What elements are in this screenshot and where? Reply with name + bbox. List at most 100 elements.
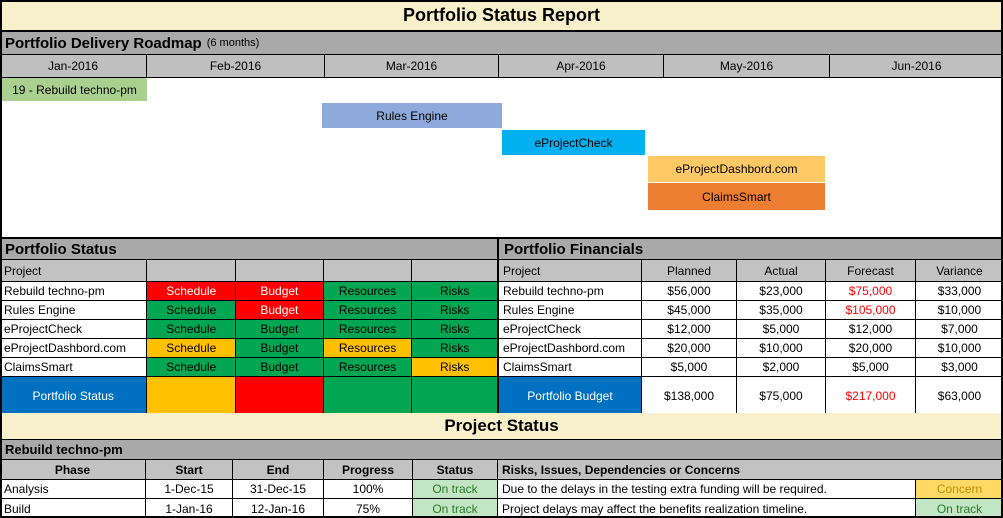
end-date-cell: 31-Dec-15: [233, 480, 324, 498]
status-badge: On track: [413, 480, 498, 498]
planned-value-cell: $5,000: [642, 358, 737, 376]
column-header-project: Project: [499, 260, 642, 281]
month-header-cell: Feb-2016: [147, 55, 325, 77]
schedule-status-cell: Schedule: [147, 320, 237, 338]
financials-row: ClaimsSmart $5,000 $2,000 $5,000 $3,000: [499, 358, 1003, 377]
variance-value-cell: $3,000: [941, 360, 978, 374]
resources-status-cell: Resources: [323, 339, 413, 357]
project-status-title: Project Status: [0, 413, 1003, 440]
flag-badge: Concern: [916, 480, 1003, 498]
forecast-value-cell: $75,000: [826, 282, 916, 300]
schedule-status-cell: Schedule: [147, 282, 237, 300]
resources-status-cell: Resources: [323, 282, 413, 300]
resources-status-cell: Resources: [323, 301, 413, 319]
column-header-end: End: [233, 460, 324, 479]
risk-note-cell: Due to the delays in the testing extra f…: [498, 480, 916, 498]
total-forecast-cell: $217,000: [826, 377, 916, 415]
month-header-cell: Jun-2016: [830, 55, 1003, 77]
budget-status-cell: Budget: [236, 358, 324, 376]
portfolio-financials-table: Portfolio Financials Project Planned Act…: [499, 237, 1003, 415]
project-name-cell: Rebuild techno-pm: [0, 282, 148, 300]
forecast-value-cell: $105,000: [826, 301, 916, 319]
planned-value-cell: $45,000: [642, 301, 737, 319]
roadmap-subtitle: (6 months): [206, 37, 260, 49]
variance-value-cell: $7,000: [941, 322, 978, 336]
overall-risks-cell: [412, 377, 497, 415]
portfolio-status-row: Rebuild techno-pm Schedule Budget Resour…: [0, 282, 497, 301]
overall-schedule-cell: [147, 377, 237, 415]
budget-status-cell: Budget: [236, 301, 324, 319]
empty-header-cell: [147, 260, 237, 281]
end-date-cell: 12-Jan-16: [233, 499, 324, 518]
risk-note-cell: Project delays may affect the benefits r…: [498, 499, 916, 518]
report-title: Portfolio Status Report: [0, 0, 1003, 32]
project-status-column-header-row: Phase Start End Progress Status Risks, I…: [0, 460, 1003, 480]
portfolio-status-total-label: Portfolio Status: [0, 377, 148, 415]
budget-status-cell: Budget: [236, 339, 324, 357]
gantt-bar-eprojectcheck: eProjectCheck: [502, 130, 645, 155]
project-name-cell: eProjectCheck: [499, 320, 642, 338]
portfolio-budget-total-row: Portfolio Budget $138,000 $75,000 $217,0…: [499, 377, 1003, 415]
phase-row: Analysis 1-Dec-15 31-Dec-15 100% On trac…: [0, 480, 1003, 499]
empty-header-cell: [323, 260, 413, 281]
actual-value-cell: $2,000: [737, 358, 826, 376]
column-header-risks: Risks, Issues, Dependencies or Concerns: [498, 460, 1003, 479]
actual-value-cell: $10,000: [737, 339, 826, 357]
column-header-variance: Variance: [916, 260, 1003, 281]
financials-row: eProjectDashbord.com $20,000 $10,000 $20…: [499, 339, 1003, 358]
roadmap-title: Portfolio Delivery Roadmap: [5, 34, 202, 52]
planned-value-cell: $20,000: [642, 339, 737, 357]
risks-status-cell: Risks: [412, 320, 497, 338]
financials-row: eProjectCheck $12,000 $5,000 $12,000 $7,…: [499, 320, 1003, 339]
column-header-start: Start: [146, 460, 233, 479]
gantt-chart: 19 - Rebuild techno-pm Rules Engine ePro…: [0, 78, 1003, 210]
total-planned-cell: $138,000: [642, 377, 737, 415]
financials-column-header-row: Project Planned Actual Forecast Variance: [499, 260, 1003, 282]
schedule-status-cell: Schedule: [147, 339, 237, 357]
portfolio-status-row: eProjectCheck Schedule Budget Resources …: [0, 320, 497, 339]
forecast-value-cell: $12,000: [826, 320, 916, 338]
budget-status-cell: Budget: [236, 320, 324, 338]
project-name-cell: eProjectDashbord.com: [499, 339, 642, 357]
portfolio-status-table: Portfolio Status Project Rebuild techno-…: [0, 237, 499, 415]
actual-value-cell: $35,000: [737, 301, 826, 319]
schedule-status-cell: Schedule: [147, 301, 237, 319]
column-header-status: Status: [413, 460, 498, 479]
forecast-value-cell: $20,000: [826, 339, 916, 357]
portfolio-status-title: Portfolio Status: [0, 239, 497, 260]
column-header-phase: Phase: [0, 460, 146, 479]
variance-value-cell: $10,000: [937, 341, 982, 355]
variance-value-cell: $10,000: [937, 303, 982, 317]
total-actual-cell: $75,000: [737, 377, 826, 415]
total-variance-cell: $63,000: [937, 389, 982, 403]
forecast-value-cell: $5,000: [826, 358, 916, 376]
risks-status-cell: Risks: [412, 358, 497, 376]
phase-name-cell: Analysis: [0, 480, 146, 498]
risks-status-cell: Risks: [412, 339, 497, 357]
financials-row: Rules Engine $45,000 $35,000 $105,000 $1…: [499, 301, 1003, 320]
month-header-cell: Apr-2016: [499, 55, 664, 77]
resources-status-cell: Resources: [323, 358, 413, 376]
actual-value-cell: $5,000: [737, 320, 826, 338]
project-status-section-header: Rebuild techno-pm: [0, 440, 1003, 460]
start-date-cell: 1-Jan-16: [146, 499, 233, 518]
project-name-cell: Rules Engine: [0, 301, 148, 319]
progress-cell: 100%: [324, 480, 413, 498]
empty-header-cell: [412, 260, 497, 281]
budget-status-cell: Budget: [236, 282, 324, 300]
variance-value-cell: $33,000: [937, 284, 982, 298]
planned-value-cell: $56,000: [642, 282, 737, 300]
start-date-cell: 1-Dec-15: [146, 480, 233, 498]
overall-budget-cell: [236, 377, 324, 415]
portfolio-status-total-row: Portfolio Status: [0, 377, 497, 415]
month-header-cell: Jan-2016: [0, 55, 147, 77]
column-header-actual: Actual: [737, 260, 826, 281]
portfolio-status-row: ClaimsSmart Schedule Budget Resources Ri…: [0, 358, 497, 377]
risks-status-cell: Risks: [412, 282, 497, 300]
portfolio-status-row: Rules Engine Schedule Budget Resources R…: [0, 301, 497, 320]
portfolio-status-column-header-row: Project: [0, 260, 497, 282]
project-name-cell: ClaimsSmart: [499, 358, 642, 376]
month-header-cell: May-2016: [664, 55, 830, 77]
financials-row: Rebuild techno-pm $56,000 $23,000 $75,00…: [499, 282, 1003, 301]
month-header-cell: Mar-2016: [325, 55, 499, 77]
